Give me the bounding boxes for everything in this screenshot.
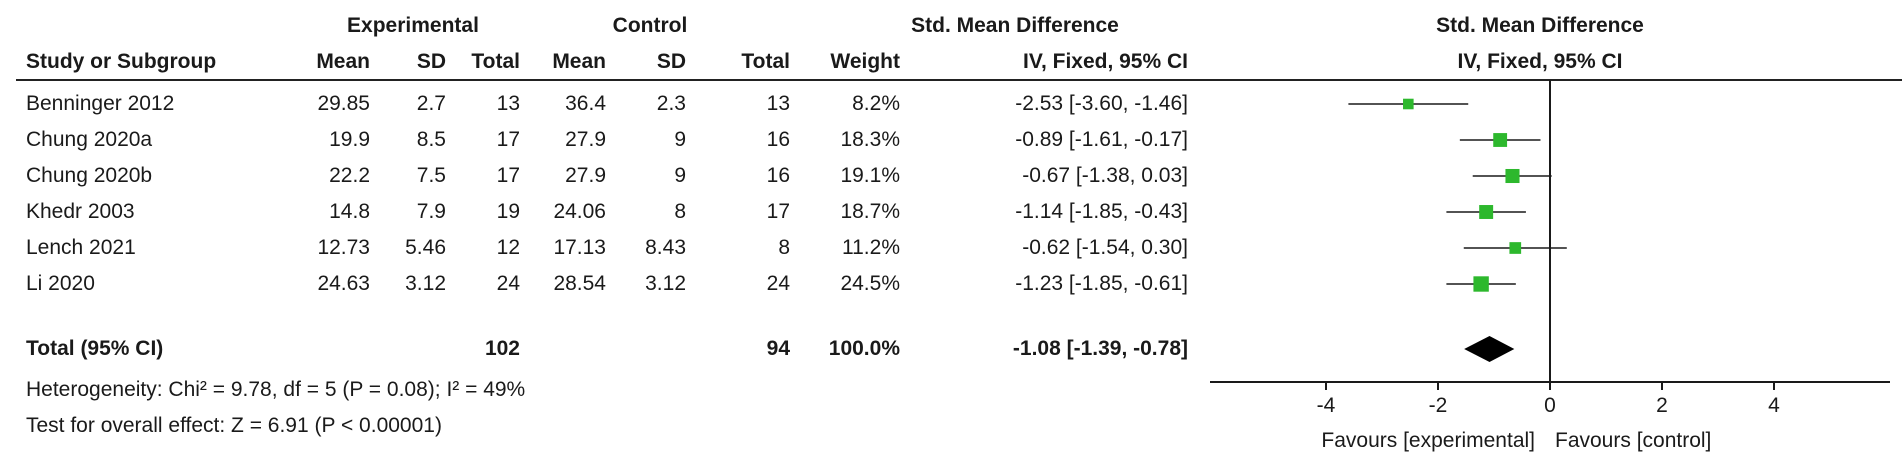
- control-mean: 27.9: [565, 128, 606, 151]
- effect-marker: [1493, 133, 1508, 147]
- x-tick-label: -4: [1317, 394, 1336, 417]
- total-control: 94: [766, 337, 790, 360]
- study-weight: 24.5%: [840, 272, 900, 295]
- effect-marker: [1479, 205, 1494, 219]
- experimental-mean: 24.63: [317, 272, 370, 295]
- study-name: Li 2020: [26, 272, 95, 295]
- control-total: 16: [766, 164, 790, 187]
- experimental-total-header: Total: [471, 50, 520, 73]
- study-ci: -0.89 [-1.61, -0.17]: [1015, 128, 1188, 151]
- experimental-sd-header: SD: [416, 50, 446, 73]
- study-weight: 8.2%: [852, 92, 900, 115]
- total-label: Total (95% CI): [26, 337, 164, 360]
- control-mean: 24.06: [553, 200, 606, 223]
- control-sd: 8.43: [645, 236, 686, 259]
- control-sd: 3.12: [645, 272, 686, 295]
- control-group-header: Control: [612, 14, 688, 37]
- experimental-group-header: Experimental: [347, 14, 479, 37]
- study-ci: -1.14 [-1.85, -0.43]: [1015, 200, 1188, 223]
- total-weight: 100.0%: [828, 337, 900, 360]
- experimental-sd: 2.7: [416, 92, 446, 115]
- experimental-total: 24: [496, 272, 520, 295]
- total-experimental: 102: [484, 337, 520, 360]
- control-total: 17: [766, 200, 790, 223]
- plot-method-header: IV, Fixed, 95% CI: [1457, 50, 1623, 73]
- control-sd-header: SD: [656, 50, 686, 73]
- study-name: Khedr 2003: [26, 200, 135, 223]
- favours-control-label: Favours [control]: [1555, 429, 1711, 452]
- control-total: 8: [778, 236, 790, 259]
- control-mean: 17.13: [553, 236, 606, 259]
- control-total-header: Total: [741, 50, 790, 73]
- study-weight: 18.7%: [840, 200, 900, 223]
- experimental-mean: 14.8: [329, 200, 370, 223]
- effect-group-header: Std. Mean Difference: [911, 14, 1119, 37]
- control-sd: 8: [674, 200, 686, 223]
- header-divider: [16, 79, 1902, 81]
- effect-marker: [1403, 98, 1414, 110]
- control-mean: 27.9: [565, 164, 606, 187]
- study-weight: 19.1%: [840, 164, 900, 187]
- experimental-sd: 8.5: [416, 128, 446, 151]
- study-ci: -2.53 [-3.60, -1.46]: [1015, 92, 1188, 115]
- study-name: Chung 2020a: [26, 128, 153, 151]
- experimental-mean: 19.9: [329, 128, 370, 151]
- effect-marker: [1509, 242, 1522, 254]
- experimental-total: 17: [496, 164, 520, 187]
- x-tick-label: 0: [1544, 394, 1556, 417]
- study-weight: 11.2%: [842, 236, 900, 259]
- experimental-mean: 12.73: [317, 236, 370, 259]
- experimental-total: 17: [496, 128, 520, 151]
- study-ci: -0.67 [-1.38, 0.03]: [1022, 164, 1188, 187]
- method-header: IV, Fixed, 95% CI: [1023, 50, 1188, 73]
- study-name: Lench 2021: [26, 236, 136, 259]
- control-total: 24: [766, 272, 790, 295]
- control-sd: 9: [674, 164, 686, 187]
- experimental-total: 13: [496, 92, 520, 115]
- experimental-sd: 7.5: [416, 164, 446, 187]
- weight-header: Weight: [830, 50, 900, 73]
- study-weight: 18.3%: [840, 128, 900, 151]
- control-sd: 9: [674, 128, 686, 151]
- experimental-mean-header: Mean: [316, 50, 370, 73]
- control-mean-header: Mean: [552, 50, 606, 73]
- favours-experimental-label: Favours [experimental]: [1321, 429, 1535, 452]
- experimental-sd: 3.12: [405, 272, 446, 295]
- control-total: 13: [766, 92, 790, 115]
- experimental-total: 19: [496, 200, 520, 223]
- total-ci: -1.08 [-1.39, -0.78]: [1012, 337, 1188, 360]
- heterogeneity-text: Heterogeneity: Chi² = 9.78, df = 5 (P = …: [26, 378, 526, 401]
- control-mean: 36.4: [565, 92, 606, 115]
- effect-marker: [1473, 276, 1489, 292]
- overall-effect-text: Test for overall effect: Z = 6.91 (P < 0…: [26, 414, 442, 437]
- x-tick-label: -2: [1429, 394, 1448, 417]
- control-total: 16: [766, 128, 790, 151]
- control-mean: 28.54: [553, 272, 606, 295]
- study-ci: -0.62 [-1.54, 0.30]: [1022, 236, 1188, 259]
- study-name: Benninger 2012: [26, 92, 175, 115]
- experimental-sd: 5.46: [405, 236, 446, 259]
- effect-marker: [1505, 168, 1520, 184]
- pooled-diamond: [1464, 336, 1515, 362]
- x-tick-label: 4: [1768, 394, 1780, 417]
- study-ci: -1.23 [-1.85, -0.61]: [1015, 272, 1188, 295]
- plot-group-header: Std. Mean Difference: [1436, 14, 1644, 37]
- study-column-header: Study or Subgroup: [26, 50, 217, 73]
- experimental-mean: 22.2: [329, 164, 370, 187]
- experimental-sd: 7.9: [416, 200, 446, 223]
- control-sd: 2.3: [656, 92, 686, 115]
- experimental-mean: 29.85: [317, 92, 370, 115]
- x-tick-label: 2: [1656, 394, 1668, 417]
- study-name: Chung 2020b: [26, 164, 153, 187]
- experimental-total: 12: [496, 236, 520, 259]
